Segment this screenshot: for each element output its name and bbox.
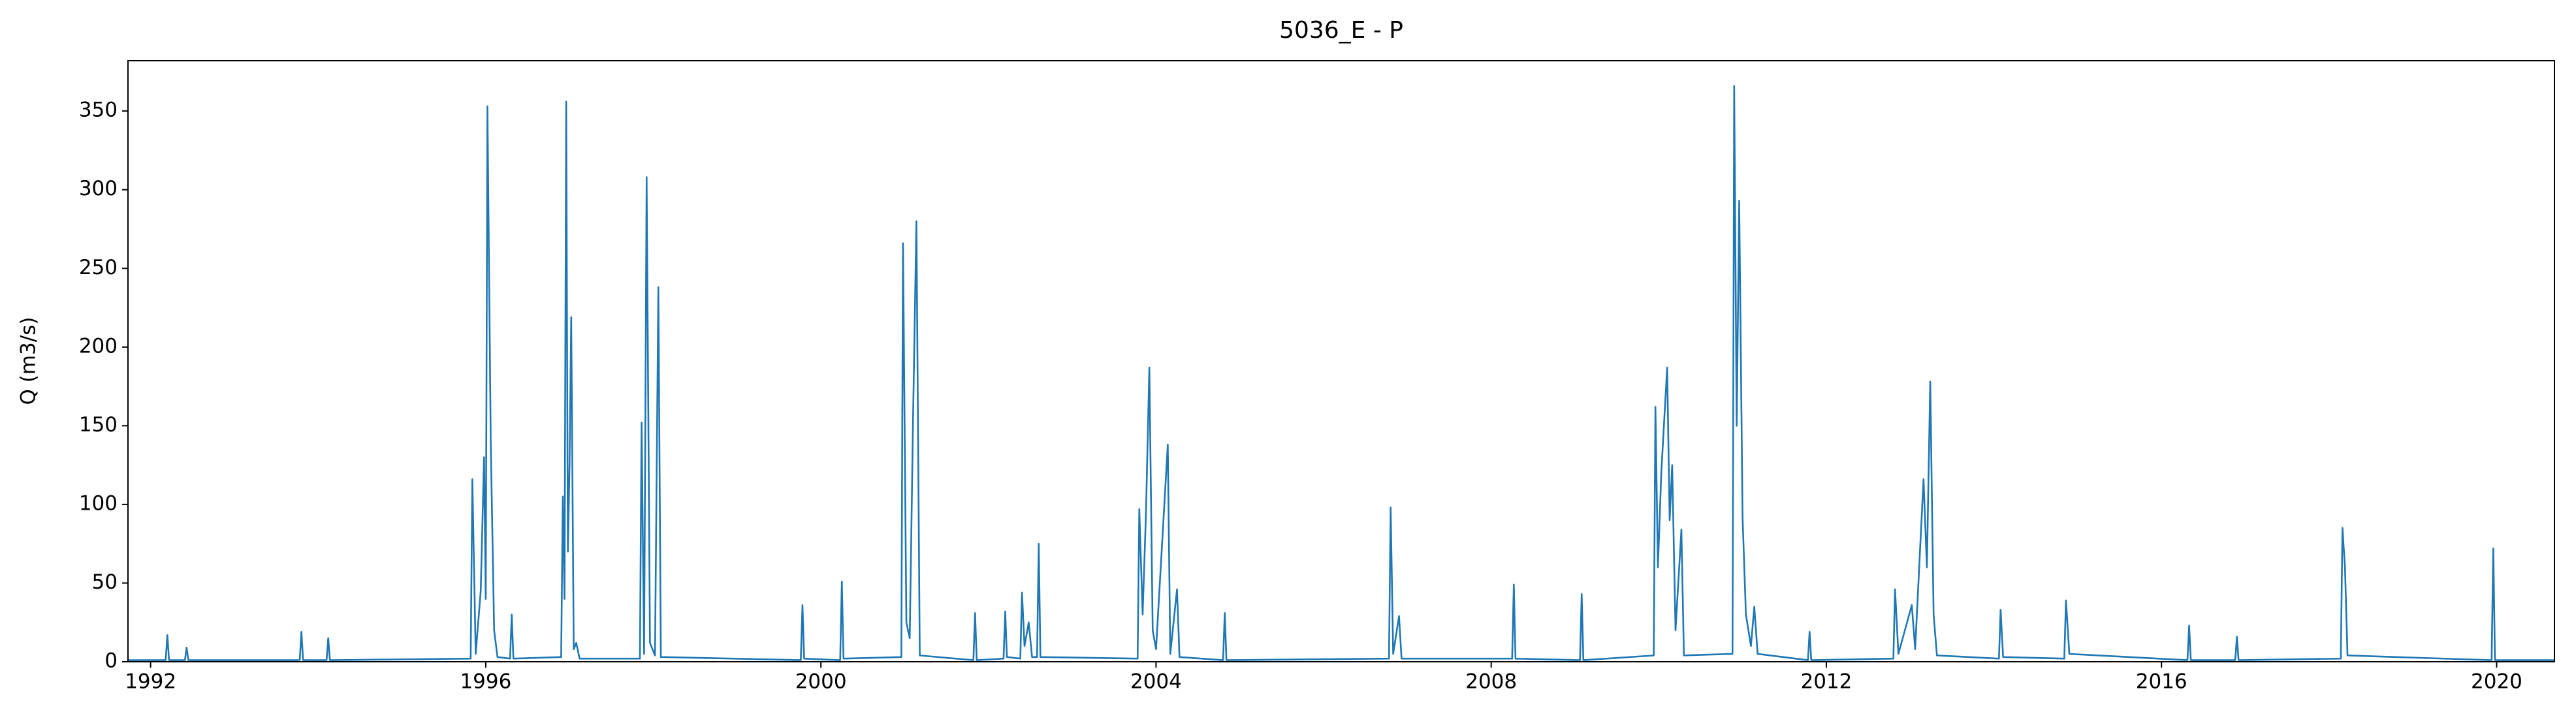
x-tick-label: 1992 <box>125 670 176 694</box>
x-tick-label: 2020 <box>2471 670 2522 694</box>
plot-frame <box>127 60 2555 662</box>
x-tick-label: 2000 <box>795 670 847 694</box>
chart-title: 5036_E - P <box>1279 17 1403 44</box>
y-tick-label: 200 <box>79 334 118 358</box>
y-tick-label: 50 <box>92 570 118 594</box>
y-tick-label: 150 <box>79 413 118 437</box>
y-tick-label: 300 <box>79 177 118 200</box>
x-tick-label: 2008 <box>1465 670 1517 694</box>
flow-line <box>128 85 2554 661</box>
x-tick-label: 2004 <box>1130 670 1182 694</box>
y-tick-label: 100 <box>79 491 118 515</box>
x-tick-label: 1996 <box>460 670 511 694</box>
x-tick-label: 2016 <box>2136 670 2187 694</box>
y-tick-label: 350 <box>79 99 118 122</box>
y-axis-label: Q (m3/s) <box>17 317 40 405</box>
x-tick-label: 2012 <box>1800 670 1852 694</box>
y-tick-label: 250 <box>79 256 118 279</box>
y-tick-label: 0 <box>104 649 118 673</box>
